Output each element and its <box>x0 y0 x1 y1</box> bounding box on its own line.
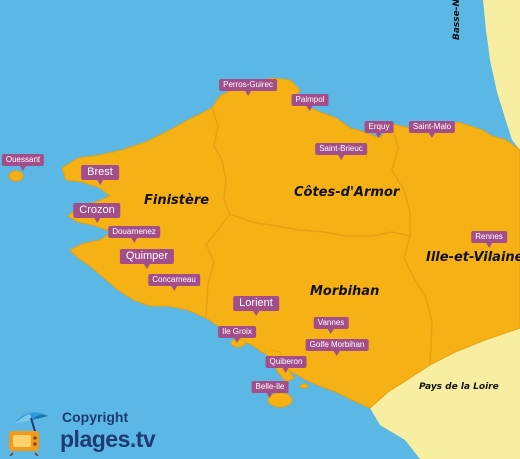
city-label: Saint-Brieuc <box>315 143 367 155</box>
cotes-morbihan-border <box>229 213 411 237</box>
city-label: Brest <box>81 165 119 180</box>
region-label-finistere: Finistère <box>144 193 210 208</box>
copyright-text: Copyright <box>62 409 129 425</box>
city-marker-douarnenez[interactable]: Douarnenez <box>108 226 160 243</box>
pin-icon <box>429 133 435 138</box>
pin-icon <box>233 338 240 343</box>
city-label: Quimper <box>119 249 175 264</box>
city-label: Vannes <box>313 317 349 329</box>
city-label: Saint-Malo <box>408 121 456 133</box>
ille-border <box>391 123 433 366</box>
pin-icon <box>307 106 313 111</box>
city-marker-paimpol[interactable]: Paimpol <box>291 94 329 111</box>
city-marker-vannes[interactable]: Vannes <box>313 317 349 334</box>
pin-icon <box>97 180 103 185</box>
pin-icon <box>337 155 344 160</box>
pin-icon <box>131 238 137 243</box>
pin-icon <box>327 329 334 334</box>
region-label-cotes-d-armor: Côtes-d'Armor <box>294 185 400 200</box>
city-label: Rennes <box>471 231 507 243</box>
pin-icon <box>144 264 150 269</box>
pays-de-la-loire-area <box>370 328 520 459</box>
city-label: Ile Groix <box>218 326 256 338</box>
city-label: Erquy <box>364 121 394 133</box>
pin-icon <box>376 133 382 138</box>
pin-icon <box>333 351 340 356</box>
city-marker-perros-guirec[interactable]: Perros-Guirec <box>219 79 277 96</box>
city-label: Paimpol <box>291 94 329 106</box>
city-marker-lorient[interactable]: Lorient <box>233 296 279 316</box>
city-marker-erquy[interactable]: Erquy <box>364 121 394 138</box>
city-marker-quiberon[interactable]: Quiberon <box>265 356 307 373</box>
city-label: Golfe Morbihan <box>305 339 369 351</box>
city-marker-quimper[interactable]: Quimper <box>119 249 175 269</box>
city-label: Crozon <box>73 203 121 218</box>
city-marker-belle-ile[interactable]: Belle-Ile <box>251 381 289 398</box>
ouessant-island <box>8 170 24 182</box>
city-marker-concarneau[interactable]: Concarneau <box>148 274 200 291</box>
city-marker-crozon[interactable]: Crozon <box>73 203 121 223</box>
city-marker-brest[interactable]: Brest <box>81 165 119 185</box>
pin-icon <box>485 243 492 248</box>
city-label: Douarnenez <box>108 226 160 238</box>
neighbour-label-basse-normandie: Basse-Normandie <box>452 0 462 40</box>
pin-icon <box>171 286 177 291</box>
pin-icon <box>94 218 100 223</box>
pin-icon <box>252 311 259 316</box>
city-label: Ouessant <box>1 154 45 166</box>
pin-icon <box>282 368 289 373</box>
belle-ile-island <box>267 392 293 408</box>
site-name-main: plages <box>60 426 130 452</box>
houat-island <box>299 383 309 389</box>
city-label: Concarneau <box>148 274 200 286</box>
site-name: plages.tv <box>60 426 156 453</box>
neighbour-label-pays-de-la-loire: Pays de la Loire <box>419 382 499 392</box>
city-marker-saint-brieuc[interactable]: Saint-Brieuc <box>315 143 367 160</box>
pin-icon <box>267 393 273 398</box>
region-label-ille-et-vilaine: Ille-et-Vilaine <box>426 250 520 265</box>
region-label-morbihan: Morbihan <box>310 284 380 299</box>
city-marker-golfe-morbihan[interactable]: Golfe Morbihan <box>305 339 369 356</box>
finistere-border <box>205 107 231 319</box>
pin-icon <box>244 91 251 96</box>
city-marker-ouessant[interactable]: Ouessant <box>1 154 45 171</box>
city-marker-saint-malo[interactable]: Saint-Malo <box>408 121 456 138</box>
city-label: Perros-Guirec <box>219 79 277 91</box>
city-label: Belle-Ile <box>251 381 289 393</box>
city-label: Quiberon <box>265 356 307 368</box>
site-name-tld: .tv <box>129 426 156 452</box>
site-logo[interactable]: Copyright plages.tv <box>6 404 156 456</box>
city-label: Lorient <box>233 296 279 311</box>
basse-normandie-area <box>483 0 520 150</box>
city-marker-rennes[interactable]: Rennes <box>471 231 507 248</box>
city-marker-ile-groix[interactable]: Ile Groix <box>218 326 256 343</box>
pin-icon <box>20 166 26 171</box>
beach-umbrella-tv-icon <box>9 412 48 456</box>
